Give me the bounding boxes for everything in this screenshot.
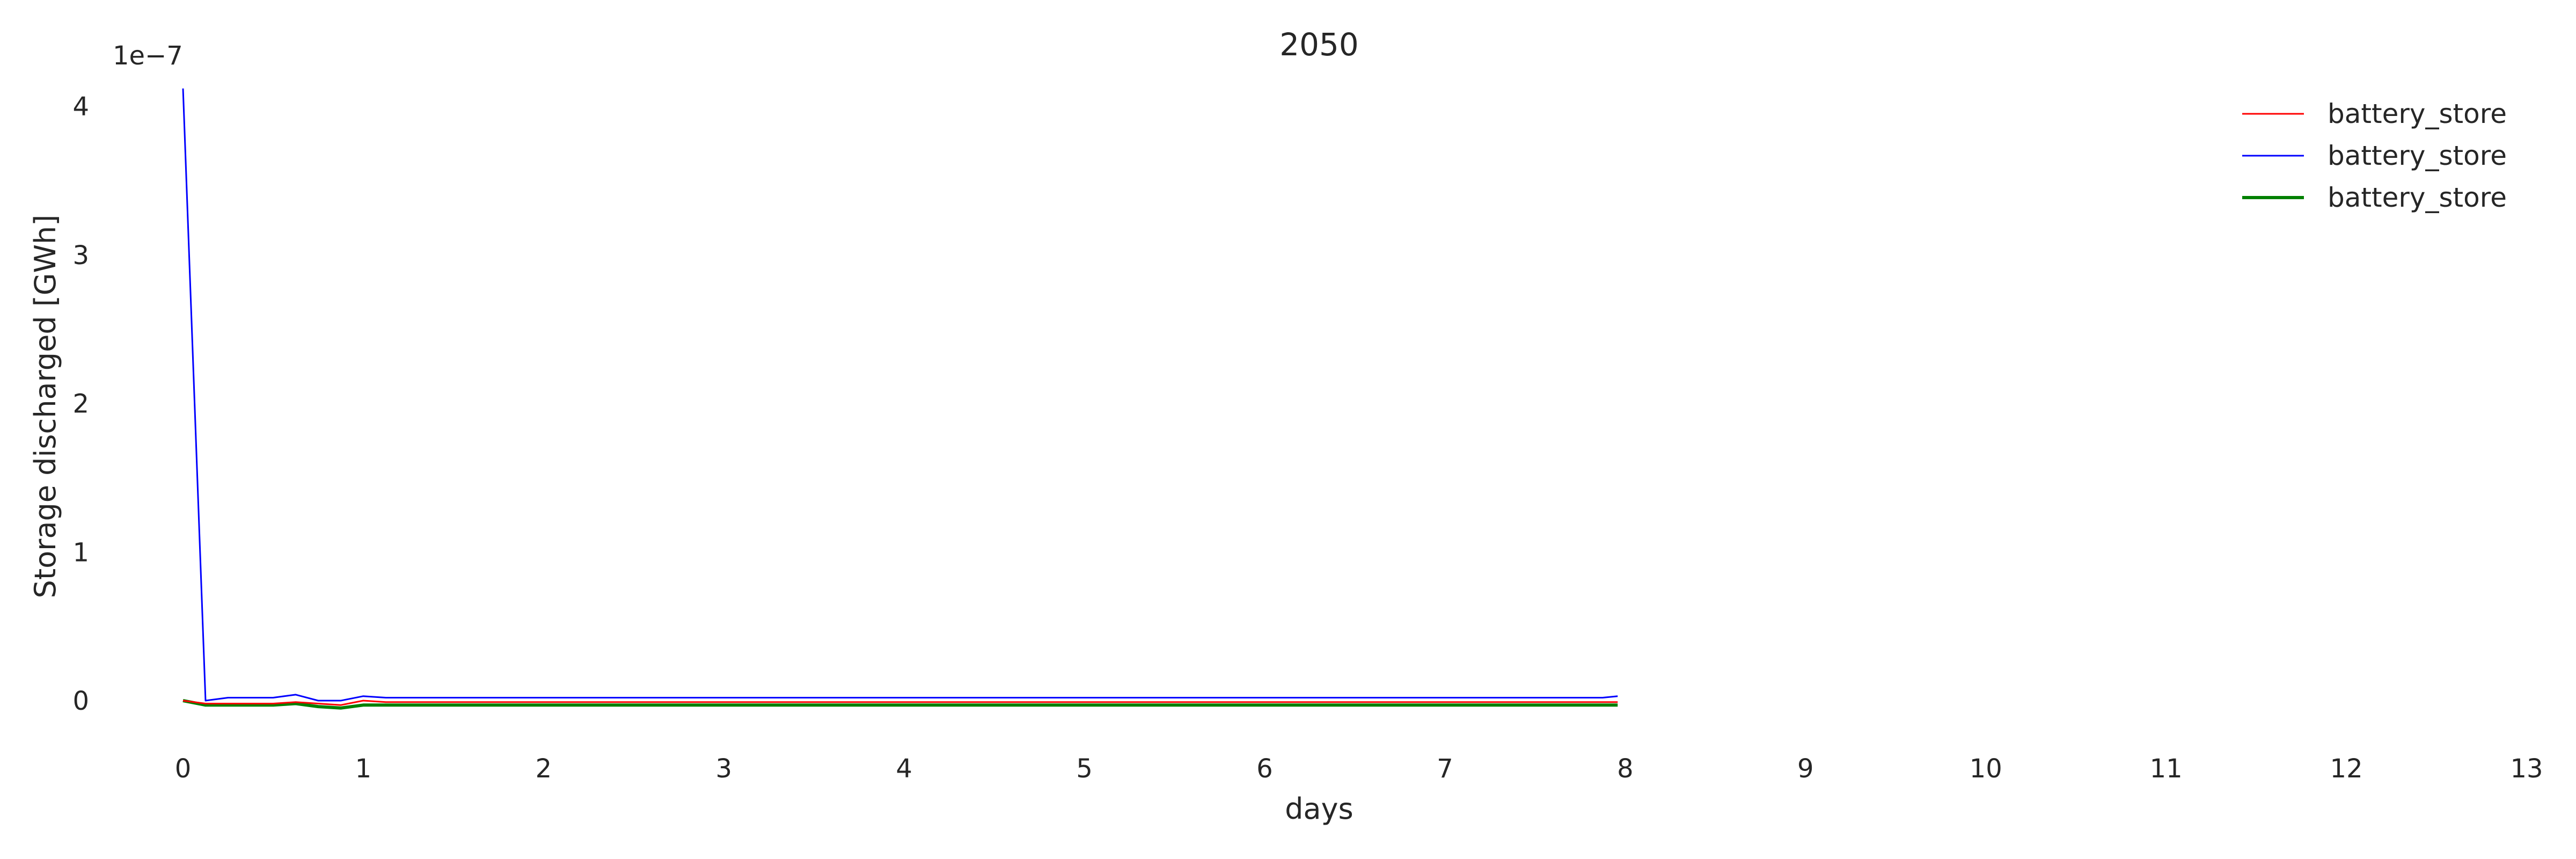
x-tick-label: 6 (1256, 754, 1273, 784)
series-line (182, 88, 1618, 702)
x-tick-label: 9 (1797, 754, 1814, 784)
y-axis-label: Storage discharged [GWh] (28, 215, 62, 599)
legend-label: battery_store (2328, 98, 2507, 129)
y-tick-label: 4 (72, 92, 89, 122)
series-line (182, 700, 1618, 706)
x-tick-label: 11 (2150, 754, 2183, 784)
chart-title: 2050 (1279, 26, 1359, 63)
y-tick-label: 1 (72, 537, 89, 567)
x-tick-label: 2 (536, 754, 552, 784)
x-tick-label: 7 (1437, 754, 1453, 784)
y-tick-label: 0 (72, 686, 89, 716)
x-tick-label: 5 (1076, 754, 1093, 784)
legend-label: battery_store (2328, 182, 2507, 213)
x-tick-label: 4 (896, 754, 912, 784)
y-offset-text: 1e−7 (113, 41, 183, 71)
x-axis-label: days (1285, 792, 1353, 826)
x-tick-label: 1 (355, 754, 372, 784)
x-tick-label: 13 (2510, 754, 2543, 784)
plot-lines (182, 88, 1618, 710)
x-tick-labels: 0 1 2 3 4 5 6 7 8 9 10 11 12 13 (175, 754, 2543, 784)
series-line (182, 699, 1618, 710)
x-tick-label: 3 (715, 754, 732, 784)
x-tick-label: 12 (2330, 754, 2363, 784)
x-tick-label: 10 (1970, 754, 2002, 784)
x-tick-label: 8 (1617, 754, 1634, 784)
y-tick-labels: 0 1 2 3 4 (72, 92, 89, 716)
y-tick-label: 3 (72, 241, 89, 271)
legend: battery_store battery_store battery_store (2242, 98, 2507, 213)
legend-label: battery_store (2328, 140, 2507, 171)
y-tick-label: 2 (72, 389, 89, 419)
x-tick-label: 0 (175, 754, 192, 784)
